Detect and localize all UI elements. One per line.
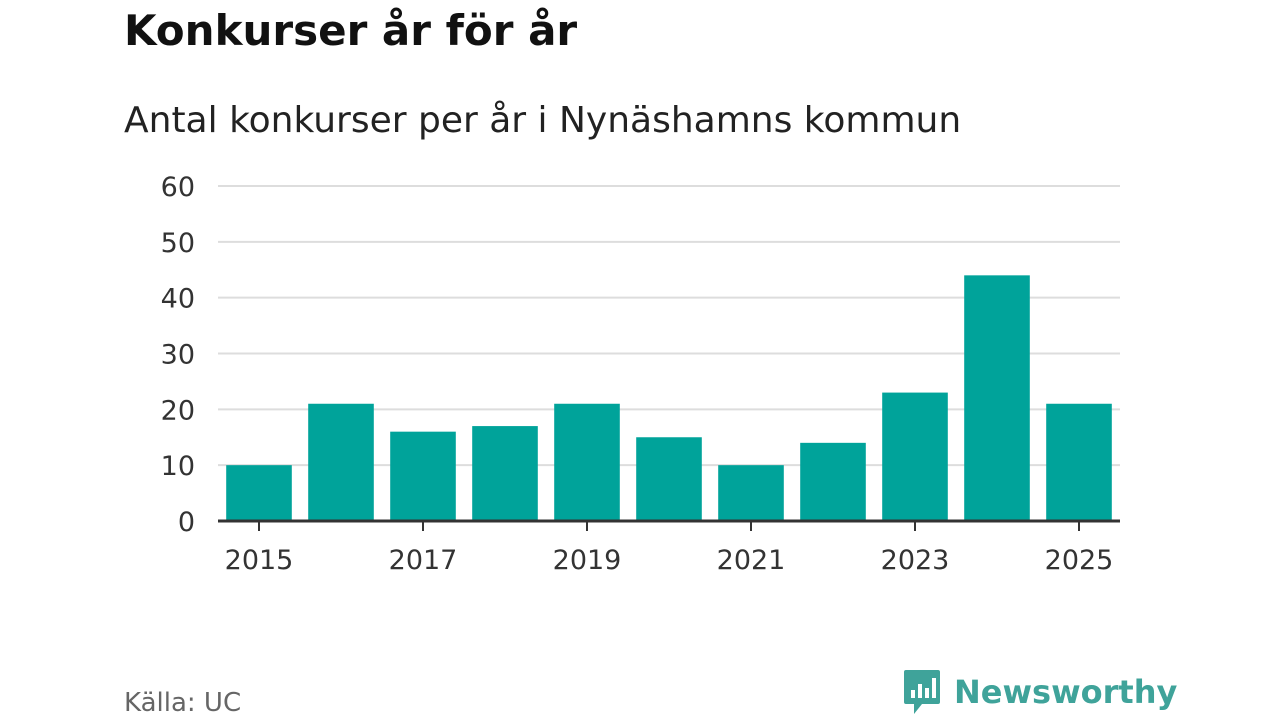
x-tick-label: 2019 xyxy=(553,545,622,576)
y-tick-label: 50 xyxy=(161,228,195,259)
bar-2017 xyxy=(390,431,456,521)
bar-2016 xyxy=(308,403,374,521)
bar-2018 xyxy=(472,426,538,521)
bar-2024 xyxy=(964,275,1030,521)
y-tick-label: 0 xyxy=(178,507,195,538)
bar-2023 xyxy=(882,392,948,521)
chart-title: Konkurser år för år xyxy=(124,6,578,55)
bar-2019 xyxy=(554,403,620,521)
chart-subtitle: Antal konkurser per år i Nynäshamns komm… xyxy=(124,100,962,141)
bar-2020 xyxy=(636,437,702,521)
y-axis-ticks: 0 10 20 30 40 50 60 xyxy=(161,172,195,538)
bar-2025 xyxy=(1046,403,1112,521)
x-tick-label: 2021 xyxy=(717,545,786,576)
x-axis: 2015 2017 2019 2021 2023 2025 xyxy=(218,519,1120,576)
x-tick-label: 2025 xyxy=(1045,545,1114,576)
bar-2022 xyxy=(800,442,866,521)
newsworthy-logo-icon xyxy=(904,670,940,714)
y-tick-label: 20 xyxy=(161,395,195,426)
bar-2021 xyxy=(718,465,784,521)
bar-chart: 0 10 20 30 40 50 60 2015 2017 2019 2021 2023 2025 xyxy=(161,172,1120,576)
y-tick-label: 30 xyxy=(161,340,195,371)
brand-name: Newsworthy xyxy=(954,673,1178,711)
bars xyxy=(226,275,1112,521)
y-tick-label: 60 xyxy=(161,172,195,203)
y-tick-label: 10 xyxy=(161,451,195,482)
source-note: Källa: UC xyxy=(124,688,242,718)
bar-2015 xyxy=(226,465,292,521)
x-tick-label: 2015 xyxy=(225,545,294,576)
y-tick-label: 40 xyxy=(161,284,195,315)
x-tick-label: 2023 xyxy=(881,545,950,576)
brand: Newsworthy xyxy=(902,668,1177,716)
x-tick-label: 2017 xyxy=(389,545,458,576)
